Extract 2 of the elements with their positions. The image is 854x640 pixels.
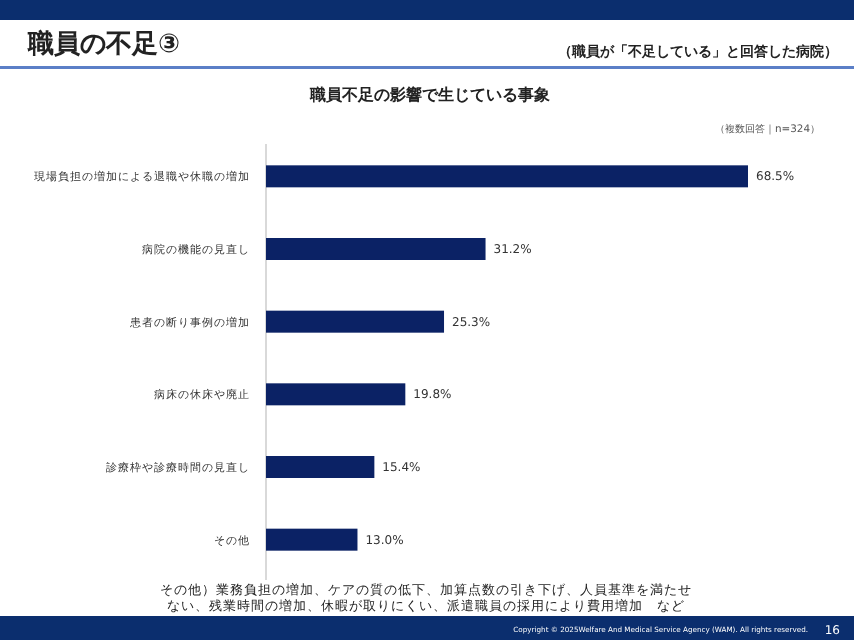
chart-title: 職員の不足③ [26, 28, 181, 60]
text: 職員不足の影響で生じている事象 [308, 86, 552, 104]
